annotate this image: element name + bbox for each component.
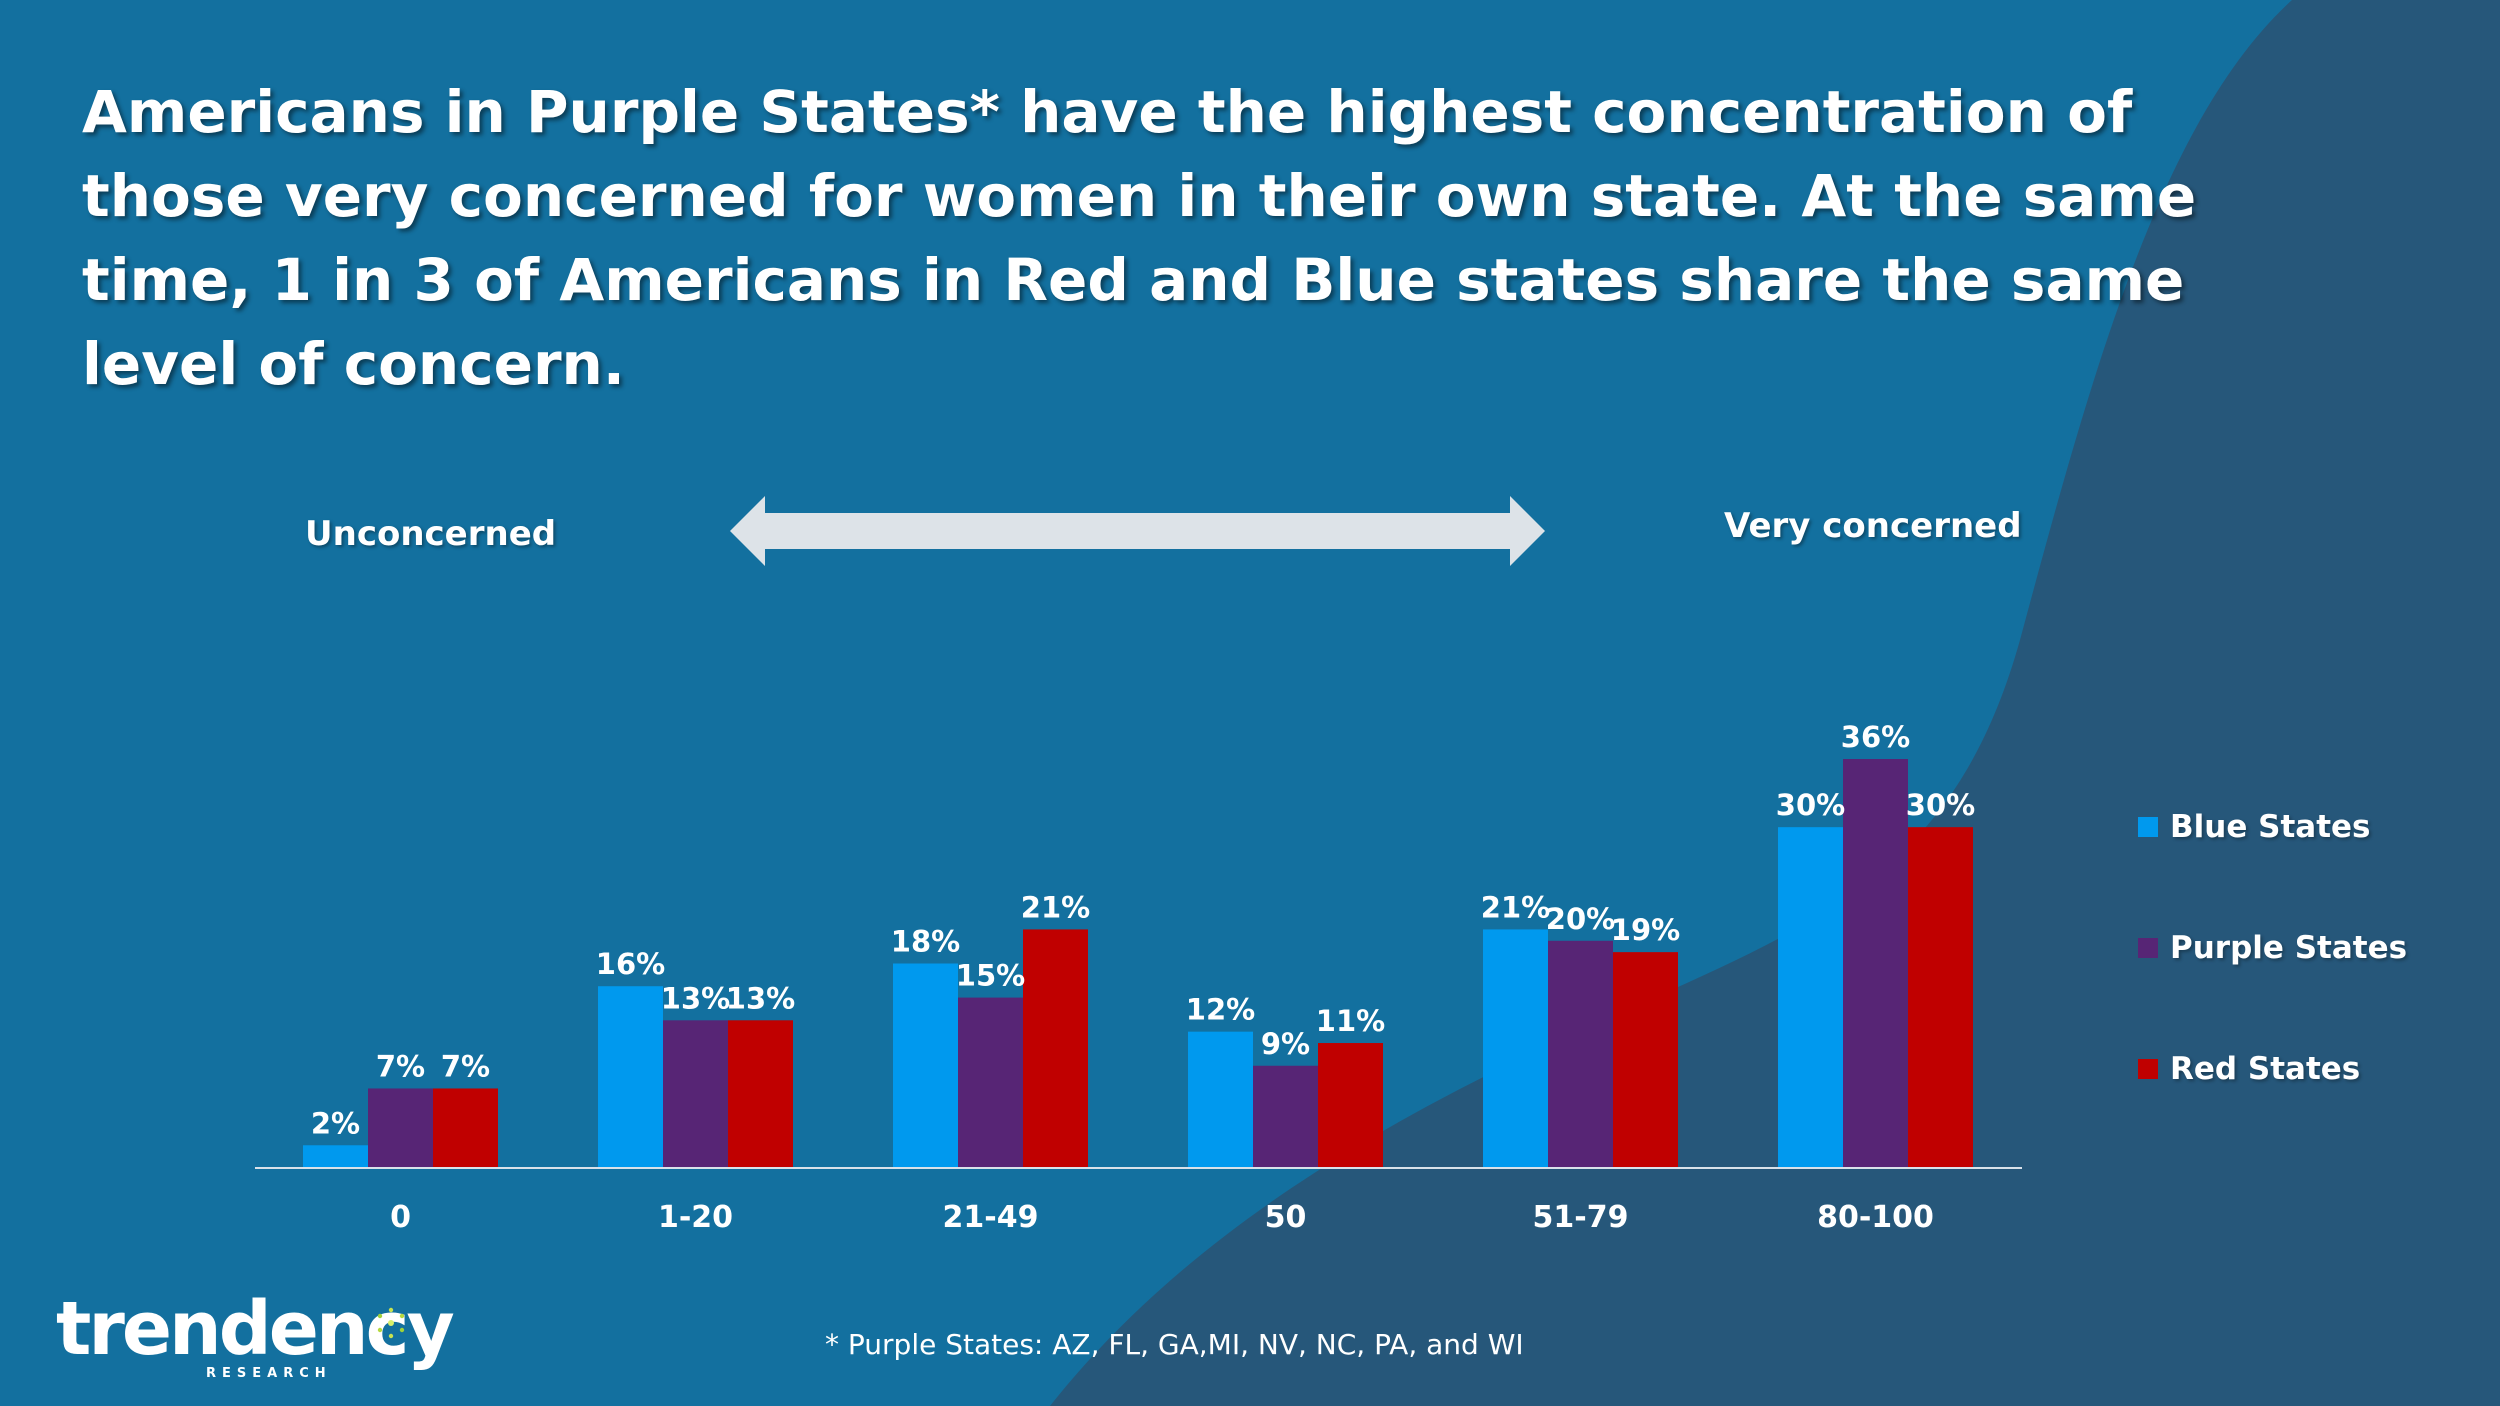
- bar-red-states-1-20: [728, 1020, 793, 1168]
- logo-wordmark: trendency: [56, 1286, 455, 1372]
- bar-red-states-50: [1318, 1043, 1383, 1168]
- legend-item-red-states: Red States: [2138, 1051, 2407, 1087]
- logo-subtitle: RESEARCH: [206, 1366, 332, 1381]
- data-label-red-states-50: 11%: [1316, 1004, 1385, 1038]
- data-label-red-states-0: 7%: [441, 1049, 490, 1083]
- bar-blue-states-51-79: [1483, 929, 1548, 1168]
- data-label-purple-states-50: 9%: [1261, 1027, 1310, 1061]
- bar-blue-states-80-100: [1778, 827, 1843, 1168]
- legend-item-purple-states: Purple States: [2138, 930, 2408, 966]
- x-tick-label-51-79: 51-79: [1533, 1200, 1629, 1235]
- data-label-blue-states-21-49: 18%: [891, 925, 960, 959]
- bar-purple-states-21-49: [958, 997, 1023, 1168]
- x-tick-label-80-100: 80-100: [1817, 1200, 1934, 1235]
- bar-red-states-21-49: [1023, 929, 1088, 1168]
- legend-label-blue-states: Blue States: [2170, 809, 2371, 845]
- legend: Blue States Purple States Red States: [2138, 809, 2408, 1173]
- x-tick-label-21-49: 21-49: [943, 1200, 1039, 1235]
- unconcerned-label: Unconcerned: [305, 514, 557, 554]
- data-label-blue-states-1-20: 16%: [596, 947, 665, 981]
- legend-label-purple-states: Purple States: [2170, 930, 2408, 966]
- bar-red-states-0: [433, 1088, 498, 1168]
- data-label-red-states-80-100: 30%: [1906, 788, 1975, 822]
- footnote: * Purple States: AZ, FL, GA,MI, NV, NC, …: [825, 1328, 1524, 1361]
- bar-blue-states-0: [303, 1145, 368, 1168]
- double-arrow: [730, 496, 1545, 566]
- data-label-purple-states-21-49: 15%: [956, 959, 1025, 993]
- legend-swatch-blue-states: [2138, 817, 2158, 837]
- data-label-purple-states-0: 7%: [376, 1049, 425, 1083]
- data-label-blue-states-80-100: 30%: [1776, 788, 1845, 822]
- bar-purple-states-80-100: [1843, 759, 1908, 1168]
- bar-blue-states-50: [1188, 1031, 1253, 1168]
- data-label-red-states-1-20: 13%: [726, 981, 795, 1015]
- data-label-purple-states-1-20: 13%: [661, 981, 730, 1015]
- bar-purple-states-50: [1253, 1065, 1318, 1168]
- bar-blue-states-21-49: [893, 963, 958, 1168]
- trendency-logo: trendency RESEARCH: [56, 1286, 455, 1381]
- bar-blue-states-1-20: [598, 986, 663, 1168]
- logo-sparkle-icon: [377, 1307, 405, 1339]
- x-tick-label-1-20: 1-20: [658, 1200, 733, 1235]
- bar-purple-states-1-20: [663, 1020, 728, 1168]
- bar-purple-states-0: [368, 1088, 433, 1168]
- legend-item-blue-states: Blue States: [2138, 809, 2407, 845]
- legend-swatch-purple-states: [2138, 938, 2158, 958]
- data-label-blue-states-50: 12%: [1186, 993, 1255, 1027]
- page-title: Americans in Purple States* have the hig…: [82, 78, 2197, 398]
- data-label-red-states-21-49: 21%: [1021, 890, 1090, 924]
- background-dark-wave: [1050, 0, 2500, 1406]
- data-label-blue-states-0: 2%: [311, 1106, 360, 1140]
- very-concerned-label: Very concerned: [1724, 506, 2022, 546]
- data-label-blue-states-51-79: 21%: [1481, 890, 1550, 924]
- data-label-purple-states-80-100: 36%: [1841, 720, 1910, 754]
- x-tick-label-0: 0: [390, 1200, 411, 1235]
- legend-swatch-red-states: [2138, 1059, 2158, 1079]
- bar-red-states-80-100: [1908, 827, 1973, 1168]
- data-label-red-states-51-79: 19%: [1611, 913, 1680, 947]
- bar-purple-states-51-79: [1548, 940, 1613, 1168]
- data-label-purple-states-51-79: 20%: [1546, 902, 1615, 936]
- x-tick-label-50: 50: [1265, 1200, 1307, 1235]
- legend-label-red-states: Red States: [2170, 1051, 2361, 1087]
- bar-red-states-51-79: [1613, 952, 1678, 1168]
